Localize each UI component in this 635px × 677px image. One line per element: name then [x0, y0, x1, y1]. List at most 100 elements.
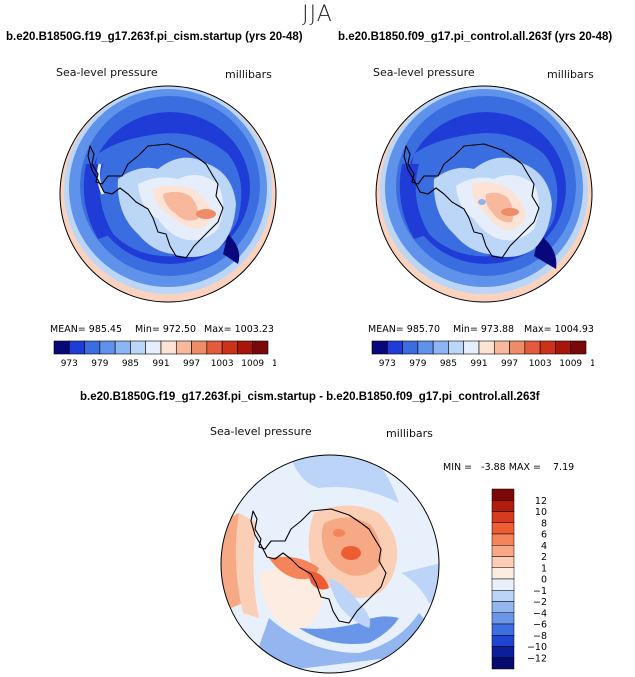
- panel-2-units: millibars: [547, 68, 594, 81]
- colorbar-tick-label: −10: [527, 642, 547, 653]
- colorbar-tick-label: 985: [440, 359, 457, 369]
- panel-1-units: millibars: [225, 68, 272, 81]
- colorbar-tick-label: 6: [541, 530, 547, 541]
- colorbar-swatch: [493, 340, 510, 355]
- colorbar-swatch: [491, 590, 515, 602]
- colorbar-swatch: [84, 340, 101, 355]
- colorbar-tick-label: 1003: [529, 359, 552, 369]
- colorbar-tick-label: 12: [535, 496, 547, 507]
- colorbar-swatch: [175, 340, 192, 355]
- colorbar-swatch: [371, 340, 388, 355]
- colorbar-swatch: [206, 340, 223, 355]
- map-difference: [220, 454, 440, 674]
- colorbar-swatch: [221, 340, 238, 355]
- colorbar-swatch: [491, 522, 515, 535]
- colorbar-panel-1: 973 979 985 991 997 1003 1009 1015: [53, 340, 276, 369]
- colorbar-swatch: [99, 340, 116, 355]
- colorbar-swatch: [491, 488, 515, 501]
- colorbar-swatch: [448, 340, 465, 355]
- panel-2-title: b.e20.B1850.f09_g17.pi_control.all.263f …: [338, 31, 613, 43]
- map-panel-1: [59, 85, 277, 303]
- colorbar-tick-label: 1003: [211, 359, 234, 369]
- colorbar-swatch: [491, 612, 515, 625]
- diff-units: millibars: [386, 427, 433, 440]
- colorbar-swatch: [191, 340, 208, 355]
- antarctica-coastline-2: [403, 143, 540, 259]
- colorbar-swatch: [68, 340, 85, 355]
- colorbar-swatch: [491, 578, 515, 591]
- panel-2-variable: Sea-level pressure: [373, 66, 475, 79]
- antarctica-coastline-1: [87, 143, 224, 259]
- diff-variable: Sea-level pressure: [210, 425, 312, 438]
- panel-2-min: Min= 973.88: [453, 324, 515, 335]
- colorbar-swatch: [491, 623, 515, 636]
- colorbar-swatch: [491, 533, 515, 546]
- colorbar-swatch: [491, 500, 515, 512]
- panel-1-min: Min= 972.50: [135, 324, 197, 335]
- colorbar-tick-label: 1009: [559, 359, 582, 369]
- colorbar-tick-label: 4: [541, 541, 547, 552]
- colorbar-tick-label: 10: [535, 507, 547, 518]
- panel-2-max: Max= 1004.93: [524, 324, 594, 335]
- colorbar-swatch: [491, 646, 515, 658]
- antarctica-coastline-diff: [250, 508, 387, 624]
- colorbar-swatch: [478, 340, 495, 355]
- colorbar-tick-label: 979: [91, 359, 108, 369]
- colorbar-swatch: [463, 340, 480, 355]
- colorbar-tick-label: 1015: [590, 359, 594, 369]
- colorbar-swatch: [509, 340, 526, 355]
- colorbar-swatch: [160, 340, 177, 355]
- colorbar-swatch: [524, 340, 541, 355]
- diff-title: b.e20.B1850G.f19_g17.263f.pi_cism.startu…: [80, 391, 540, 403]
- panel-1-mean: MEAN= 985.45: [50, 324, 123, 335]
- colorbar-tick-label: 991: [470, 359, 487, 369]
- colorbar-tick-label: 1015: [272, 359, 276, 369]
- colorbar-swatch: [53, 340, 70, 355]
- colorbar-tick-label: 985: [122, 359, 139, 369]
- colorbar-tick-label: 997: [183, 359, 200, 369]
- colorbar-tick-label: 997: [501, 359, 518, 369]
- panel-1-variable: Sea-level pressure: [56, 66, 158, 79]
- panel-1-title: b.e20.B1850G.f19_g17.263f.pi_cism.startu…: [6, 31, 303, 43]
- colorbar-tick-label: 1009: [241, 359, 264, 369]
- colorbar-swatch: [114, 340, 131, 355]
- colorbar-swatch: [491, 556, 515, 568]
- colorbar-tick-label: −6: [533, 620, 547, 631]
- colorbar-swatch: [555, 340, 572, 355]
- colorbar-swatch: [130, 340, 147, 355]
- colorbar-tick-label: 0: [541, 575, 547, 586]
- colorbar-swatch: [432, 340, 449, 355]
- colorbar-swatch: [491, 601, 515, 613]
- colorbar-swatch: [237, 340, 254, 355]
- colorbar-tick-label: 2: [541, 552, 547, 563]
- colorbar-tick-label: 979: [409, 359, 426, 369]
- colorbar-swatch: [491, 635, 515, 647]
- colorbar-tick-label: 991: [152, 359, 169, 369]
- map-panel-2: [375, 85, 593, 303]
- colorbar-swatch: [570, 340, 587, 355]
- colorbar-swatch: [491, 657, 515, 670]
- panel-2-mean: MEAN= 985.70: [368, 324, 441, 335]
- colorbar-swatch: [145, 340, 162, 355]
- colorbar-swatch: [386, 340, 403, 355]
- colorbar-tick-label: −2: [533, 597, 547, 608]
- colorbar-swatch: [491, 545, 515, 557]
- colorbar-tick-label: 8: [541, 518, 547, 529]
- colorbar-swatch: [417, 340, 434, 355]
- panel-1-max: Max= 1003.23: [204, 324, 274, 335]
- colorbar-swatch: [539, 340, 556, 355]
- colorbar-swatch: [491, 567, 515, 580]
- colorbar-panel-2: 973 979 985 991 997 1003 1009 1015: [371, 340, 594, 369]
- colorbar-swatch: [402, 340, 419, 355]
- colorbar-tick-label: 1: [541, 563, 547, 574]
- colorbar-tick-label: −12: [527, 653, 547, 664]
- colorbar-tick-label: 973: [379, 359, 396, 369]
- colorbar-swatch: [491, 511, 515, 523]
- colorbar-tick-label: −1: [533, 586, 547, 597]
- colorbar-tick-label: −8: [533, 631, 547, 642]
- diff-minmax: MIN = -3.88 MAX = 7.19: [443, 462, 575, 473]
- colorbar-swatch: [252, 340, 269, 355]
- season-title: JJA: [302, 2, 333, 27]
- colorbar-tick-label: 973: [61, 359, 78, 369]
